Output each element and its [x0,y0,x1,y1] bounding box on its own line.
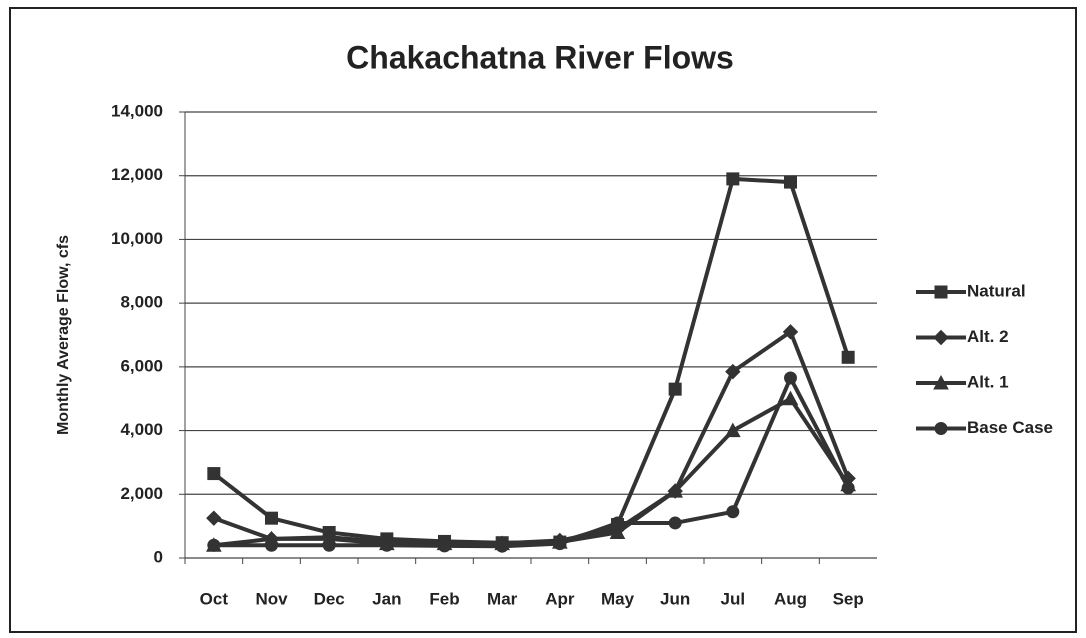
data-point [438,539,451,553]
data-point [725,363,741,380]
series-line [213,376,850,549]
y-tick-label: 4,000 [120,420,163,439]
legend-marker [934,285,948,299]
data-point [841,350,855,364]
data-point [782,390,799,406]
data-point [667,483,684,498]
data-point [782,324,799,340]
x-tick-label: Dec [314,589,345,608]
data-point [668,382,682,396]
y-tick-label: 8,000 [120,293,163,312]
data-point [206,510,222,526]
data-point [380,538,394,552]
x-tick-label: Jan [372,589,401,608]
y-tick-label: 10,000 [111,229,163,248]
x-tick-label: Mar [487,589,518,608]
data-point [207,467,221,481]
data-point [668,516,682,530]
x-tick-label: Sep [833,589,864,608]
legend-label: Alt. 1 [967,372,1009,391]
legend-label: Alt. 2 [967,327,1009,346]
data-point [609,524,626,540]
legend-marker [934,422,948,435]
y-tick-label: 12,000 [111,165,163,184]
x-tick-label: Feb [429,589,459,608]
legend-label: Base Case [967,418,1053,437]
x-tick-label: Aug [774,589,807,608]
data-point [724,422,741,438]
chart-frame [9,7,1077,633]
legend-marker [933,374,949,390]
y-tick-label: 6,000 [120,356,163,375]
series-line [213,396,850,548]
data-point [784,175,797,189]
x-tick-label: Nov [255,589,288,608]
data-point [784,371,797,385]
data-point [322,538,336,552]
data-point [265,538,278,552]
x-tick-label: May [601,589,635,608]
data-point [553,537,567,551]
y-tick-label: 2,000 [120,484,163,503]
chart-title: Chakachatna River Flows [346,39,734,75]
x-tick-label: Jul [721,589,746,608]
data-point [265,511,278,525]
data-point [726,505,740,519]
data-point [841,481,855,495]
legend-label: Natural [967,281,1026,300]
y-axis-label: Monthly Average Flow, cfs [55,235,72,435]
data-point [207,538,221,552]
y-tick-label: 0 [154,547,163,566]
y-tick-label: 14,000 [111,101,163,120]
data-point [726,172,740,186]
data-point [611,516,624,530]
x-tick-label: Oct [200,589,229,608]
x-tick-label: Jun [660,589,690,608]
x-tick-label: Apr [545,589,575,608]
data-point [495,539,509,553]
legend-marker [933,329,949,346]
